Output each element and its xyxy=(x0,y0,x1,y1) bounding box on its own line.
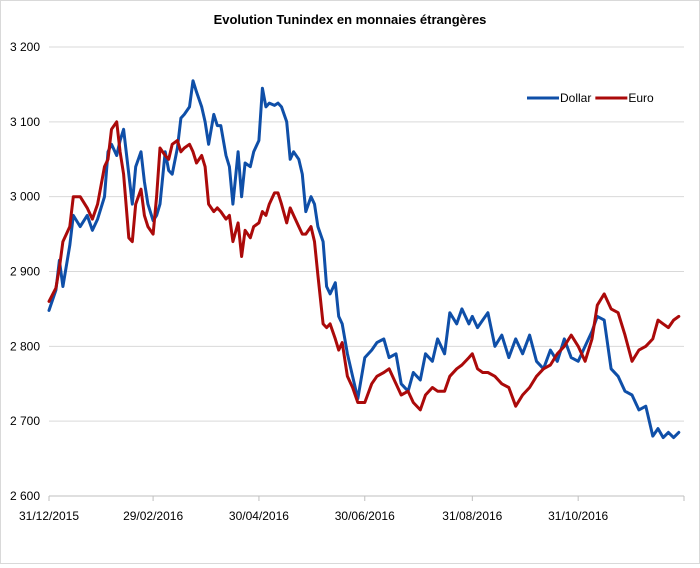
legend-label-dollar: Dollar xyxy=(560,91,591,105)
series-line-dollar xyxy=(47,79,681,440)
x-tick-label: 30/06/2016 xyxy=(335,509,395,523)
y-tick-label: 2 600 xyxy=(10,489,40,503)
gridlines xyxy=(49,46,684,422)
x-axis: 31/12/2015 29/02/2016 30/04/2016 30/06/2016… xyxy=(19,495,685,523)
y-tick-label: 2 700 xyxy=(10,414,40,428)
x-tick-label: 31/12/2015 xyxy=(19,509,79,523)
x-tick-label: 31/10/2016 xyxy=(548,509,608,523)
y-tick-label: 3 000 xyxy=(10,190,40,204)
series-lines xyxy=(47,79,681,440)
y-tick-label: 2 900 xyxy=(10,265,40,279)
chart-title: Evolution Tunindex en monnaies étrangère… xyxy=(214,12,487,27)
y-tick-label: 3 200 xyxy=(10,40,40,54)
x-tick-label: 30/04/2016 xyxy=(229,509,289,523)
y-tick-label: 3 100 xyxy=(10,115,40,129)
x-tick-label: 29/02/2016 xyxy=(123,509,183,523)
legend-label-euro: Euro xyxy=(628,91,654,105)
y-axis: 2 600 2 700 2 800 2 900 3 000 3 100 3 200 xyxy=(10,40,40,503)
y-tick-label: 2 800 xyxy=(10,339,40,353)
series-line-euro xyxy=(47,120,681,412)
legend: Dollar Euro xyxy=(527,91,654,105)
x-tick-label: 31/08/2016 xyxy=(442,509,502,523)
